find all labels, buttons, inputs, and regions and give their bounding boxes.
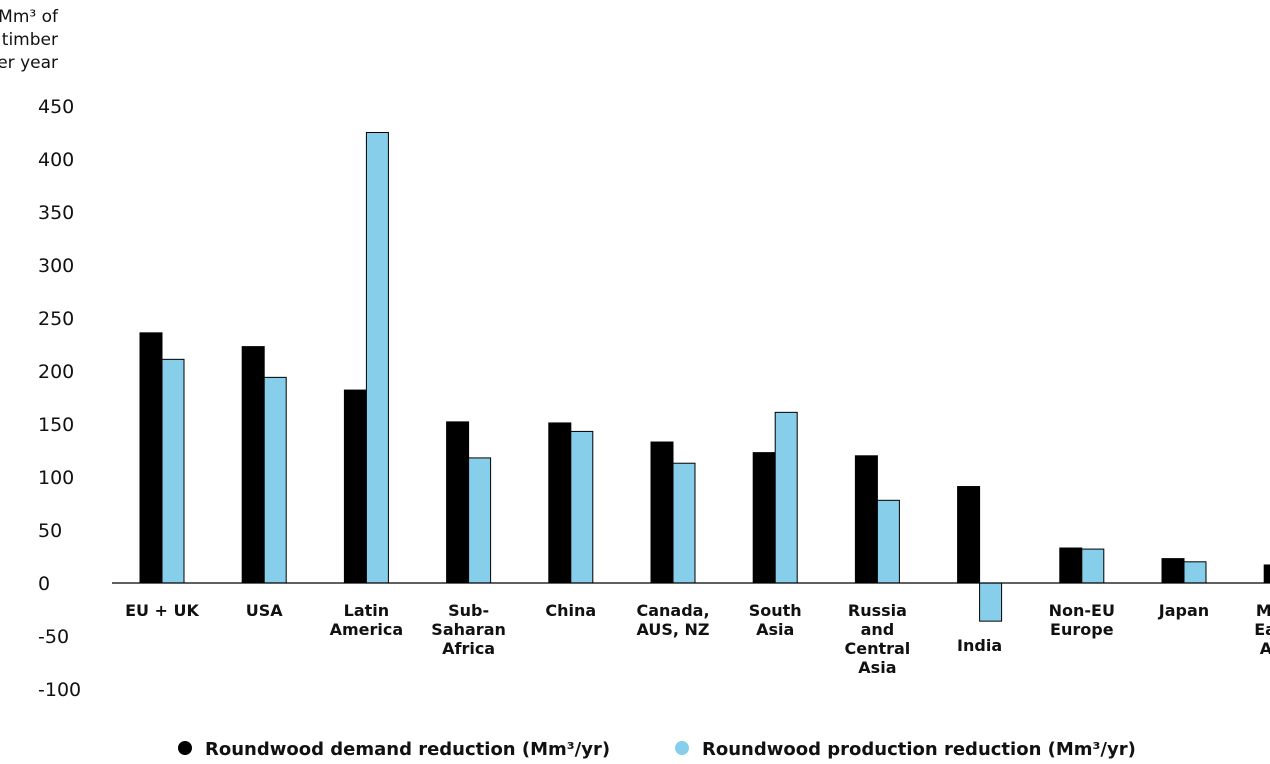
production-bar (570, 430, 594, 584)
category-label: Asia (756, 620, 794, 639)
y-tick-label: 200 (38, 361, 74, 383)
y-axis-label-line: per year (0, 53, 58, 73)
production-bar (263, 376, 287, 584)
demand-bar (1263, 564, 1270, 584)
y-tick-label: 250 (38, 308, 74, 330)
category-label: AUS, NZ (636, 620, 709, 639)
y-tick-label: 50 (38, 520, 62, 542)
demand-bar (1161, 558, 1185, 584)
y-tick-label: 300 (38, 255, 74, 277)
demand-bar (752, 452, 776, 584)
category-label: Europe (1050, 620, 1114, 639)
production-bar (979, 582, 1003, 622)
y-axis-label-line: Mm³ of (0, 7, 59, 27)
y-tick-label: 400 (38, 149, 74, 171)
demand-bar (548, 422, 572, 584)
legend-marker-production (675, 741, 689, 755)
bars (139, 132, 1270, 622)
category-label: East, N (1254, 620, 1270, 639)
category-label: and (861, 620, 895, 639)
category-label: Canada, (636, 601, 709, 620)
legend: Roundwood demand reduction (Mm³/yr) Round… (178, 739, 1136, 760)
demand-bar (1059, 547, 1083, 584)
production-bar (1183, 561, 1207, 584)
category-label: USA (246, 601, 284, 620)
category-label: Asia (858, 658, 896, 677)
category-labels: EU + UK USA LatinAmericaSub-SaharanAfricaC… (125, 601, 1270, 677)
demand-bar (241, 346, 265, 584)
category-label: Sub- (448, 601, 489, 620)
category-label: Japan (1158, 601, 1209, 620)
production-bar (774, 411, 798, 584)
y-tick-label: -50 (38, 626, 69, 648)
production-bar (365, 132, 389, 584)
category-label: Non-EU (1049, 601, 1115, 620)
legend-label: Roundwood demand reduction (Mm³/yr) (205, 739, 610, 760)
y-tick-label: -100 (38, 679, 81, 701)
y-axis-label: Mm³ of timber per year (0, 7, 59, 73)
category-label: America (330, 620, 404, 639)
production-bar (672, 462, 696, 584)
category-label: Saharan (431, 620, 506, 639)
production-bar (876, 499, 900, 584)
category-label: Africa (1260, 639, 1270, 658)
category-label: Central (844, 639, 910, 658)
category-label: Africa (442, 639, 495, 658)
category-label: Latin (344, 601, 390, 620)
production-bar (161, 358, 185, 584)
y-axis-ticks: 450 400 350 300 250 200 150 100 50 0 -50 -100 (38, 96, 81, 701)
production-bar (1081, 548, 1105, 584)
demand-bar (957, 486, 981, 584)
category-label: China (545, 601, 596, 620)
y-tick-label: 150 (38, 414, 74, 436)
demand-bar (650, 441, 674, 584)
y-tick-label: 0 (38, 573, 50, 595)
category-label: South (749, 601, 802, 620)
demand-bar (854, 455, 878, 584)
y-tick-label: 450 (38, 96, 74, 118)
category-label: Russia (848, 601, 907, 620)
y-tick-label: 100 (38, 467, 74, 489)
legend-label: Roundwood production reduction (Mm³/yr) (702, 739, 1136, 760)
y-tick-label: 350 (38, 202, 74, 224)
category-label: Middle (1256, 601, 1270, 620)
demand-bar (139, 332, 163, 584)
y-axis-label-line: timber (2, 30, 58, 50)
demand-bar (343, 389, 367, 584)
production-bar (468, 457, 492, 584)
legend-marker-demand (178, 741, 192, 755)
category-label: EU + UK (125, 601, 199, 620)
category-label: India (957, 636, 1002, 655)
demand-bar (446, 421, 470, 584)
